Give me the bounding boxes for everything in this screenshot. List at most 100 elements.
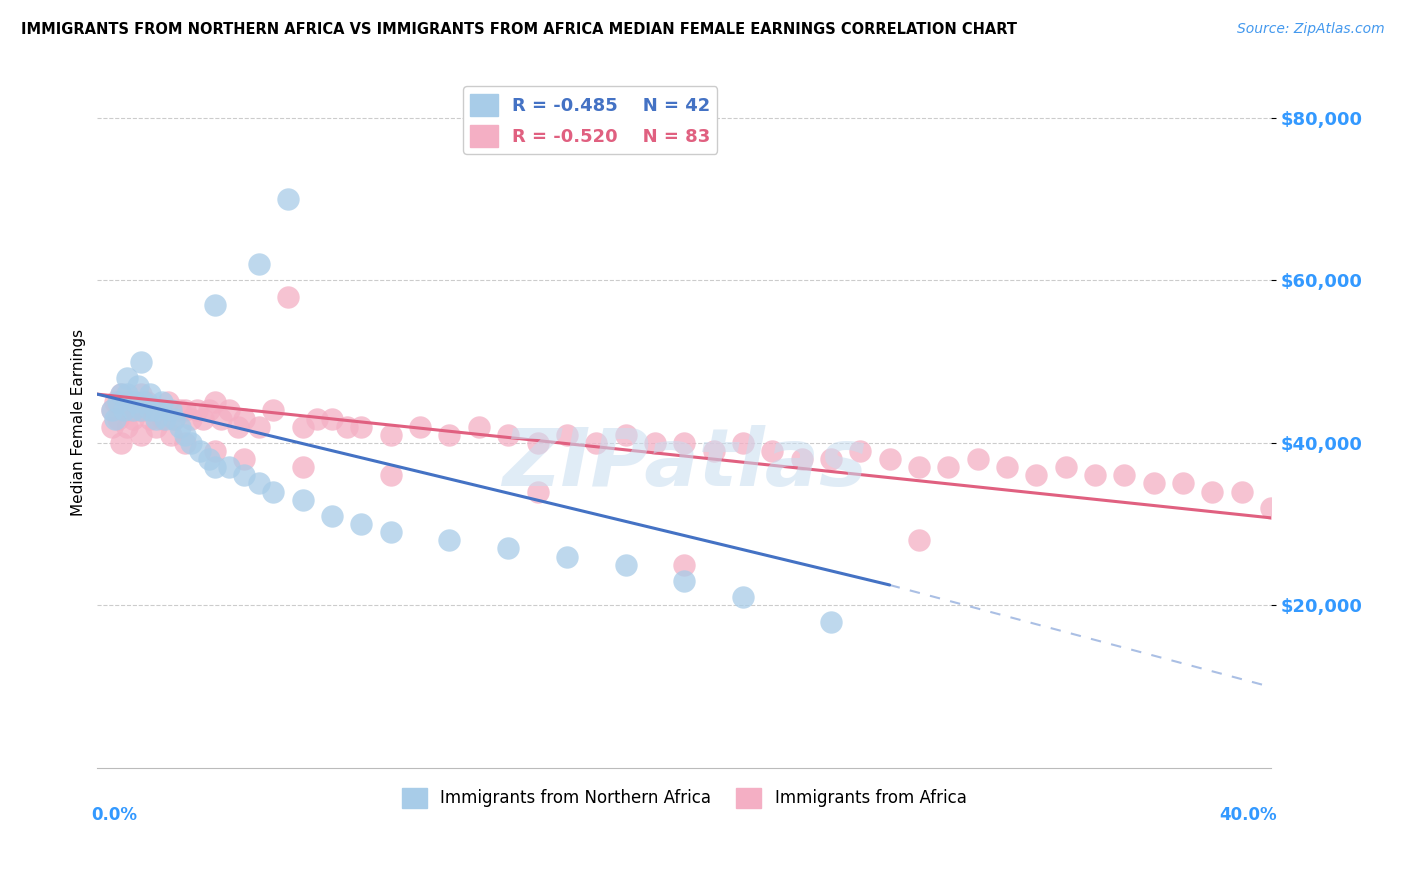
Point: [585, 435, 607, 450]
Point: [115, 387, 138, 401]
Point: [761, 444, 783, 458]
Point: [174, 435, 197, 450]
Point: [496, 427, 519, 442]
Point: [188, 444, 211, 458]
Point: [107, 411, 129, 425]
Point: [218, 460, 240, 475]
Point: [555, 549, 578, 564]
Point: [247, 419, 270, 434]
Point: [110, 387, 132, 401]
Point: [204, 395, 226, 409]
Point: [163, 411, 186, 425]
Text: ZIPatlas: ZIPatlas: [502, 425, 866, 503]
Point: [938, 460, 960, 475]
Point: [115, 395, 138, 409]
Point: [131, 427, 153, 442]
Point: [321, 411, 343, 425]
Point: [673, 558, 696, 572]
Point: [1260, 500, 1282, 515]
Point: [118, 403, 141, 417]
Point: [380, 468, 402, 483]
Point: [145, 419, 167, 434]
Point: [124, 395, 146, 409]
Point: [526, 484, 548, 499]
Point: [307, 411, 329, 425]
Point: [180, 411, 202, 425]
Point: [291, 492, 314, 507]
Point: [1025, 468, 1047, 483]
Point: [131, 354, 153, 368]
Point: [350, 419, 373, 434]
Point: [101, 419, 124, 434]
Point: [321, 508, 343, 523]
Point: [127, 403, 149, 417]
Point: [159, 403, 181, 417]
Point: [104, 395, 127, 409]
Point: [104, 411, 127, 425]
Text: 0.0%: 0.0%: [91, 805, 138, 823]
Point: [180, 435, 202, 450]
Y-axis label: Median Female Earnings: Median Female Earnings: [72, 329, 86, 516]
Point: [131, 387, 153, 401]
Point: [139, 411, 162, 425]
Point: [163, 411, 186, 425]
Point: [198, 403, 221, 417]
Point: [1084, 468, 1107, 483]
Point: [291, 460, 314, 475]
Point: [150, 395, 173, 409]
Point: [1230, 484, 1253, 499]
Point: [233, 468, 256, 483]
Point: [291, 419, 314, 434]
Point: [226, 419, 249, 434]
Point: [134, 403, 156, 417]
Point: [995, 460, 1018, 475]
Point: [496, 541, 519, 556]
Point: [110, 435, 132, 450]
Point: [145, 403, 167, 417]
Point: [879, 452, 901, 467]
Point: [1171, 476, 1194, 491]
Text: 40.0%: 40.0%: [1219, 805, 1277, 823]
Legend: Immigrants from Northern Africa, Immigrants from Africa: Immigrants from Northern Africa, Immigra…: [395, 780, 973, 814]
Point: [145, 403, 167, 417]
Point: [247, 257, 270, 271]
Point: [186, 403, 208, 417]
Point: [262, 403, 284, 417]
Point: [820, 615, 842, 629]
Point: [908, 533, 931, 548]
Point: [820, 452, 842, 467]
Point: [233, 452, 256, 467]
Point: [468, 419, 491, 434]
Point: [134, 395, 156, 409]
Point: [124, 395, 146, 409]
Point: [277, 192, 299, 206]
Point: [131, 403, 153, 417]
Point: [169, 403, 191, 417]
Point: [204, 460, 226, 475]
Point: [150, 411, 173, 425]
Point: [139, 403, 162, 417]
Point: [204, 444, 226, 458]
Point: [673, 574, 696, 588]
Point: [409, 419, 432, 434]
Point: [966, 452, 988, 467]
Point: [380, 525, 402, 540]
Point: [159, 427, 181, 442]
Point: [112, 403, 135, 417]
Point: [526, 435, 548, 450]
Point: [731, 435, 754, 450]
Point: [198, 452, 221, 467]
Point: [849, 444, 872, 458]
Point: [218, 403, 240, 417]
Point: [233, 411, 256, 425]
Point: [110, 387, 132, 401]
Point: [439, 427, 461, 442]
Point: [380, 427, 402, 442]
Point: [439, 533, 461, 548]
Point: [555, 427, 578, 442]
Point: [107, 395, 129, 409]
Point: [673, 435, 696, 450]
Point: [115, 371, 138, 385]
Point: [127, 379, 149, 393]
Point: [277, 290, 299, 304]
